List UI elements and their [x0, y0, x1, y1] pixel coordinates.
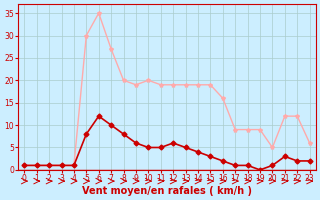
X-axis label: Vent moyen/en rafales ( km/h ): Vent moyen/en rafales ( km/h ) [82, 186, 252, 196]
